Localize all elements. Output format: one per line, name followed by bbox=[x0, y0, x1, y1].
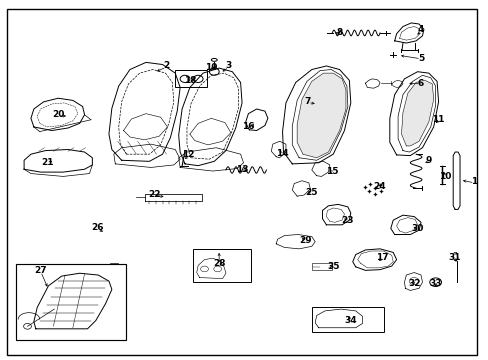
Text: 21: 21 bbox=[41, 158, 54, 167]
Text: 30: 30 bbox=[410, 224, 423, 233]
Bar bbox=[16, 264, 126, 339]
Bar bbox=[175, 69, 206, 87]
Text: 2: 2 bbox=[163, 61, 169, 70]
Text: 14: 14 bbox=[275, 149, 288, 158]
Text: 27: 27 bbox=[34, 266, 47, 275]
Text: 23: 23 bbox=[341, 216, 353, 225]
Text: 26: 26 bbox=[91, 223, 103, 232]
Text: 16: 16 bbox=[242, 122, 254, 131]
Text: 20: 20 bbox=[52, 110, 64, 119]
Text: 15: 15 bbox=[325, 167, 338, 176]
Text: 8: 8 bbox=[336, 28, 342, 37]
Text: 7: 7 bbox=[304, 96, 310, 105]
Text: 32: 32 bbox=[407, 279, 420, 288]
Text: 29: 29 bbox=[299, 237, 311, 246]
Text: 1: 1 bbox=[470, 177, 477, 186]
Text: 18: 18 bbox=[183, 76, 196, 85]
Bar bbox=[311, 307, 383, 332]
Text: 22: 22 bbox=[148, 190, 160, 199]
Text: 3: 3 bbox=[225, 61, 231, 70]
Text: 6: 6 bbox=[417, 80, 423, 89]
Text: 13: 13 bbox=[235, 166, 248, 175]
Text: 33: 33 bbox=[428, 279, 441, 288]
Text: 10: 10 bbox=[438, 172, 450, 181]
Text: 28: 28 bbox=[212, 259, 225, 268]
Text: 12: 12 bbox=[182, 150, 194, 159]
Bar bbox=[193, 249, 250, 282]
Text: 24: 24 bbox=[373, 182, 386, 191]
Text: 11: 11 bbox=[431, 115, 444, 124]
Text: 5: 5 bbox=[417, 54, 423, 63]
Text: 17: 17 bbox=[375, 253, 387, 262]
Bar bbox=[311, 263, 331, 270]
Text: 25: 25 bbox=[305, 188, 317, 197]
Text: 34: 34 bbox=[344, 316, 356, 325]
Polygon shape bbox=[401, 80, 433, 146]
Text: 4: 4 bbox=[417, 25, 423, 34]
Text: 9: 9 bbox=[425, 156, 431, 165]
Text: 35: 35 bbox=[326, 262, 339, 271]
Text: 19: 19 bbox=[205, 63, 218, 72]
Polygon shape bbox=[297, 73, 345, 158]
Text: 31: 31 bbox=[447, 253, 460, 262]
